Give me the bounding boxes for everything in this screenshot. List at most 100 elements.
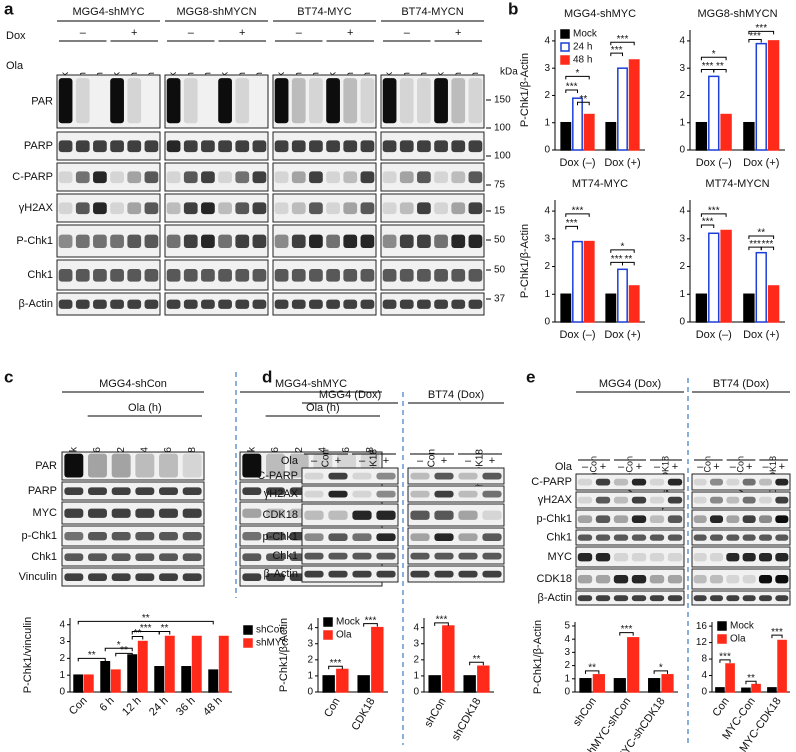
band — [360, 140, 375, 153]
band — [482, 552, 502, 560]
row-label: β-Actin — [538, 592, 572, 604]
band — [64, 508, 84, 518]
band — [93, 299, 107, 309]
y-tick-label: 4 — [701, 670, 707, 681]
blot — [575, 590, 685, 606]
band — [266, 532, 285, 541]
significance-label: *** — [702, 217, 714, 228]
band — [382, 171, 397, 184]
band — [667, 575, 683, 584]
band — [709, 515, 724, 523]
band — [218, 140, 232, 153]
band — [159, 487, 178, 495]
bar — [708, 232, 720, 323]
band — [775, 595, 789, 602]
band — [352, 510, 372, 520]
band — [127, 269, 142, 282]
significance-bracket — [77, 620, 214, 625]
band — [252, 171, 267, 184]
blot — [164, 193, 269, 223]
band — [64, 453, 84, 478]
band — [434, 202, 448, 215]
row-label: C-PARP — [257, 470, 298, 482]
blot — [164, 224, 269, 258]
band — [434, 234, 448, 249]
band — [595, 478, 611, 486]
band — [183, 140, 198, 153]
band — [218, 269, 232, 282]
significance-label: *** — [708, 206, 720, 217]
band — [577, 595, 593, 602]
bar — [208, 669, 219, 693]
band — [758, 496, 773, 504]
band — [58, 78, 73, 124]
significance-label: ** — [757, 228, 765, 239]
label: 100 — [494, 123, 511, 134]
band — [291, 299, 306, 309]
row-label: Chk1 — [272, 550, 298, 562]
band — [309, 171, 323, 184]
bar — [73, 674, 84, 693]
band — [693, 515, 707, 523]
band — [182, 508, 202, 518]
significance-bracket — [434, 622, 449, 626]
label: 75 — [494, 180, 506, 191]
band — [434, 570, 454, 578]
x-tick-label: Dox (+) — [604, 157, 640, 169]
x-tick-label: 48 h — [201, 695, 225, 719]
significance-label: ** — [747, 673, 755, 684]
bar — [743, 293, 755, 323]
y-axis-label: P-Chk1/β-Actin — [278, 618, 290, 692]
band — [417, 140, 431, 153]
bar — [583, 240, 595, 323]
significance-bracket — [131, 636, 144, 640]
label: + — [779, 461, 785, 473]
blot — [272, 259, 377, 291]
bar — [767, 285, 780, 323]
band — [709, 553, 724, 562]
label: + — [672, 461, 678, 473]
band — [742, 478, 756, 486]
band — [352, 552, 372, 560]
x-tick-label: Dox (–) — [696, 329, 732, 341]
significance-label: *** — [436, 614, 448, 625]
label: – — [417, 455, 424, 467]
band — [595, 553, 611, 562]
band — [434, 552, 454, 560]
band — [417, 171, 431, 184]
significance-bracket — [748, 30, 775, 35]
bar — [755, 42, 767, 151]
significance-label: ** — [134, 628, 142, 639]
legend-label: 24 h — [573, 42, 592, 53]
y-tick-label: 1 — [544, 117, 550, 128]
band — [434, 171, 448, 184]
y-tick-label: 2 — [679, 261, 685, 272]
significance-bracket — [584, 670, 600, 674]
band — [726, 553, 740, 562]
significance-bracket — [700, 56, 727, 61]
blot — [56, 292, 161, 316]
band — [309, 234, 323, 249]
bar — [708, 75, 720, 151]
band — [309, 78, 323, 124]
band — [75, 78, 90, 124]
blot — [61, 547, 205, 567]
row-label: β-Actin — [264, 568, 298, 580]
band — [252, 299, 267, 309]
band — [182, 532, 202, 541]
band — [376, 533, 396, 541]
label: + — [441, 455, 447, 467]
legend-label: shMYC — [256, 638, 289, 649]
band — [577, 515, 593, 523]
band — [410, 472, 430, 480]
band — [726, 515, 740, 523]
band — [352, 490, 372, 498]
band — [742, 553, 756, 562]
x-tick-label: 12 h — [120, 695, 144, 719]
legend-label: Ola — [730, 634, 746, 645]
label: Ola — [555, 461, 573, 473]
significance-label: *** — [365, 615, 377, 626]
bar — [720, 113, 732, 151]
blot — [301, 527, 399, 547]
band — [328, 552, 348, 560]
